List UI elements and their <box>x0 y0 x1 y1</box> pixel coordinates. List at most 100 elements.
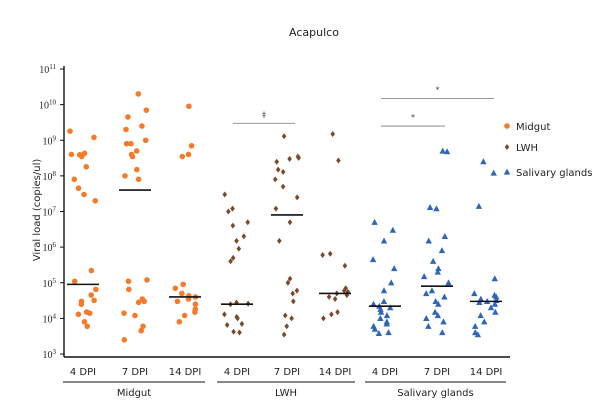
data-point <box>380 297 388 304</box>
data-point <box>185 151 192 158</box>
y-tick-exponent: 11 <box>49 63 56 71</box>
data-point <box>281 331 287 338</box>
data-point <box>128 140 134 147</box>
data-point <box>290 290 296 297</box>
y-tick-label: 1010 <box>39 99 57 112</box>
data-point <box>296 154 301 161</box>
significance-label: * <box>411 113 415 122</box>
data-point <box>138 327 144 334</box>
data-point <box>88 292 95 298</box>
data-point <box>181 312 188 319</box>
data-point <box>425 237 432 244</box>
data-point <box>78 301 85 307</box>
data-point <box>423 314 430 321</box>
data-point <box>141 298 148 305</box>
data-point <box>481 318 488 325</box>
data-point <box>377 308 385 315</box>
data-point <box>435 265 442 272</box>
data-point <box>294 194 300 201</box>
legend-label: LWH <box>516 143 538 154</box>
y-tick-exponent: 9 <box>53 134 57 142</box>
data-point <box>475 202 483 209</box>
data-point <box>327 250 333 257</box>
data-point <box>81 191 87 198</box>
data-point <box>179 153 186 160</box>
data-point <box>439 329 446 336</box>
data-point <box>273 205 279 212</box>
data-point <box>284 323 290 330</box>
data-point <box>144 277 150 283</box>
y-tick-base: 10 <box>43 350 53 361</box>
y-tick-exponent: 5 <box>53 277 57 285</box>
data-point <box>377 314 384 321</box>
data-point <box>289 315 294 322</box>
data-point <box>67 128 73 134</box>
data-point <box>121 337 128 343</box>
data-point <box>487 304 495 311</box>
data-point <box>123 140 130 147</box>
data-point <box>380 287 388 294</box>
legend-marker <box>504 144 510 150</box>
data-point <box>388 279 395 286</box>
data-point <box>75 185 82 192</box>
data-point <box>491 300 499 307</box>
data-point <box>142 137 149 144</box>
data-point <box>135 176 142 183</box>
data-point <box>143 107 150 113</box>
data-point <box>237 329 242 336</box>
y-tick-base: 10 <box>43 208 53 219</box>
data-point <box>188 142 195 149</box>
data-point <box>239 320 245 327</box>
data-point <box>125 114 131 120</box>
data-point <box>425 322 432 329</box>
data-point <box>375 329 383 336</box>
y-tick-exponent: 6 <box>53 241 57 249</box>
data-point <box>129 153 136 160</box>
data-point <box>432 297 439 304</box>
y-tick-label: 103 <box>43 348 57 361</box>
data-point <box>490 169 497 176</box>
group-label: LWH <box>275 388 297 399</box>
data-point <box>272 176 278 183</box>
y-tick-base: 10 <box>43 314 53 325</box>
data-point <box>236 245 242 252</box>
data-point <box>234 313 239 320</box>
data-point <box>68 151 75 158</box>
data-point <box>281 133 287 140</box>
x-tick-label: 7 DPI <box>122 367 148 378</box>
data-point <box>336 157 341 164</box>
data-point <box>433 205 440 212</box>
data-point <box>321 315 326 322</box>
data-point <box>445 279 452 286</box>
data-point <box>326 293 332 300</box>
data-point <box>377 305 384 312</box>
data-point <box>429 257 437 264</box>
data-point <box>342 262 348 269</box>
group-label: Salivary glands <box>397 388 473 399</box>
data-point <box>422 290 430 297</box>
data-point <box>320 252 325 259</box>
y-tick-label: 108 <box>43 170 57 183</box>
data-point <box>287 275 293 282</box>
data-point <box>428 287 436 294</box>
x-tick-label: 7 DPI <box>424 367 450 378</box>
data-point <box>287 219 293 226</box>
data-point <box>135 299 142 306</box>
data-point <box>370 300 377 307</box>
x-tick-label: 14 DPI <box>169 367 202 378</box>
data-point <box>383 320 390 327</box>
y-tick-label: 105 <box>43 277 57 290</box>
y-tick-label: 107 <box>43 206 57 219</box>
data-point <box>91 297 97 304</box>
y-tick-exponent: 7 <box>53 206 57 214</box>
data-point <box>126 286 132 293</box>
y-tick-exponent: 3 <box>53 348 57 356</box>
legend-marker <box>503 168 511 175</box>
x-tick-label: 4 DPI <box>70 367 96 378</box>
data-point <box>332 295 338 302</box>
data-point <box>431 308 439 315</box>
data-point <box>88 267 95 274</box>
data-point <box>471 290 478 297</box>
y-axis-label: Viral load (copies/ul) <box>32 159 43 262</box>
